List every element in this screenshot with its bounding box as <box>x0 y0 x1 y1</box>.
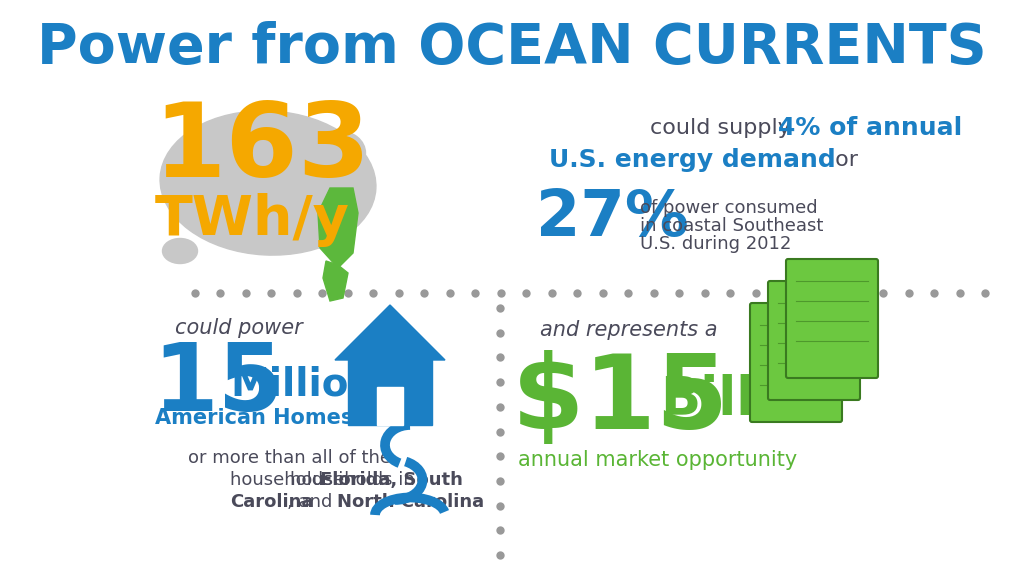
Text: TWh/y: TWh/y <box>155 193 349 247</box>
Text: could power: could power <box>175 318 303 338</box>
Text: or: or <box>828 150 858 170</box>
Ellipse shape <box>160 111 376 255</box>
Text: U.S. during 2012: U.S. during 2012 <box>640 235 792 253</box>
Polygon shape <box>323 261 348 301</box>
Text: 4% of annual: 4% of annual <box>778 116 963 140</box>
Text: Florida, South: Florida, South <box>319 471 463 489</box>
Text: of power consumed: of power consumed <box>640 199 817 217</box>
FancyBboxPatch shape <box>377 387 403 425</box>
Polygon shape <box>335 305 445 360</box>
Text: 27%: 27% <box>536 187 689 249</box>
Text: American Homes: American Homes <box>155 408 353 428</box>
Text: and represents a: and represents a <box>540 320 718 340</box>
Text: $15: $15 <box>512 350 729 450</box>
Text: households in: households in <box>290 471 421 489</box>
Text: U.S. energy demand: U.S. energy demand <box>549 148 836 172</box>
FancyBboxPatch shape <box>768 281 860 400</box>
FancyBboxPatch shape <box>750 303 842 422</box>
Ellipse shape <box>310 131 366 176</box>
Text: Billion: Billion <box>660 374 846 426</box>
Text: , and: , and <box>287 493 338 511</box>
Text: could supply: could supply <box>650 118 798 138</box>
Polygon shape <box>318 188 358 268</box>
FancyBboxPatch shape <box>348 355 432 425</box>
Text: annual market opportunity: annual market opportunity <box>518 450 798 470</box>
Text: 163: 163 <box>154 97 371 199</box>
Text: Power from OCEAN CURRENTS: Power from OCEAN CURRENTS <box>37 21 987 75</box>
Text: 15: 15 <box>152 339 284 431</box>
Text: in coastal Southeast: in coastal Southeast <box>640 217 823 235</box>
Text: Carolina: Carolina <box>230 493 313 511</box>
Ellipse shape <box>163 238 198 263</box>
Text: Million: Million <box>230 366 376 404</box>
Text: households in: households in <box>230 471 360 489</box>
Text: or more than all of the: or more than all of the <box>188 449 391 467</box>
Text: North Carolina: North Carolina <box>337 493 484 511</box>
FancyBboxPatch shape <box>786 259 878 378</box>
